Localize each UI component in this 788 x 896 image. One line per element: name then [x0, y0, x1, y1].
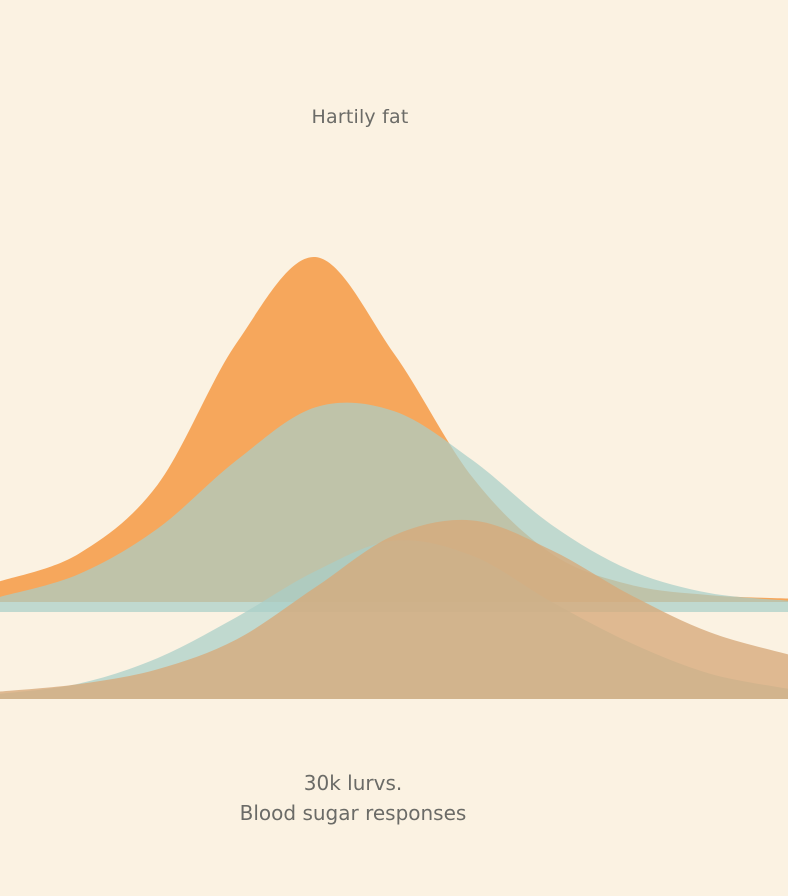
- chart-subtitle: 30k lurvs.: [303, 771, 403, 795]
- chart-title: Hartily fat: [311, 106, 409, 128]
- teal-response-area: [0, 402, 788, 612]
- tan-response-area: [0, 519, 788, 699]
- chart-caption: Blood sugar responses: [239, 801, 467, 825]
